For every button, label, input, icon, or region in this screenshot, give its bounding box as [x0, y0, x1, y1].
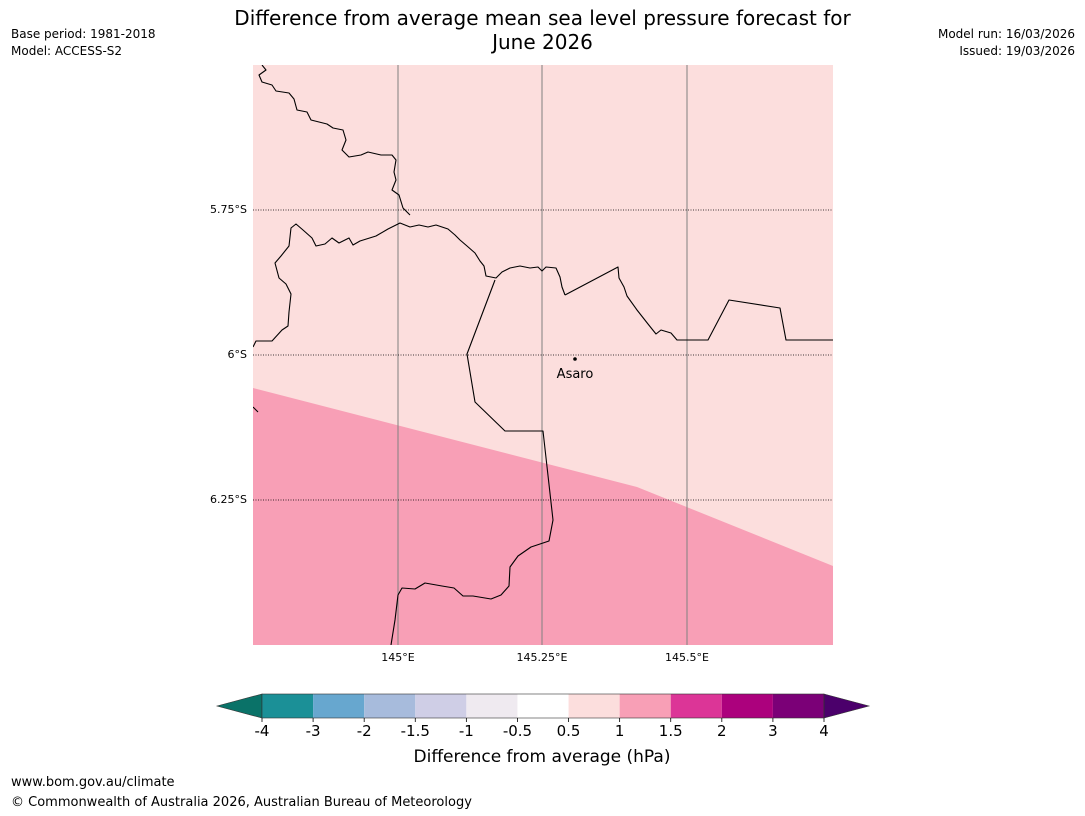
colorbar-tick-label: 1 — [615, 722, 625, 740]
lon-label-145e: 145°E — [381, 651, 414, 664]
colorbar-tick-label: -4 — [255, 722, 270, 740]
boundary-south — [390, 279, 554, 645]
lat-label-5-75s: 5.75°S — [210, 203, 247, 216]
lat-label-6s: 6°S — [228, 348, 247, 361]
colorbar-segment — [466, 694, 518, 718]
page-title: Difference from average mean sea level p… — [0, 6, 1085, 54]
boundary-west-fragment — [253, 406, 259, 413]
colorbar-tick-label: 3 — [768, 722, 778, 740]
colorbar-segment — [364, 694, 416, 718]
footer-copyright: © Commonwealth of Australia 2026, Austra… — [11, 795, 472, 810]
colorbar-tick-label: -0.5 — [503, 722, 532, 740]
colorbar-segment — [670, 694, 722, 718]
colorbar-extend-high — [823, 693, 871, 719]
colorbar-tick-label: 4 — [819, 722, 829, 740]
place-label-asaro: Asaro — [557, 367, 594, 382]
colorbar-outline — [261, 693, 825, 719]
colorbar-segment — [772, 694, 824, 718]
model-run-label: Model run: 16/03/2026 — [937, 27, 1075, 41]
footer-url[interactable]: www.bom.gov.au/climate — [11, 775, 175, 790]
colorbar-extend-low — [215, 693, 263, 719]
base-period-label: Base period: 1981-2018 — [11, 27, 156, 41]
colorbar-tick-label: -3 — [306, 722, 321, 740]
lon-label-145-5e: 145.5°E — [665, 651, 709, 664]
colorbar-segment — [619, 694, 671, 718]
colorbar-tick-label: -2 — [357, 722, 372, 740]
colorbar-tick-label: -1 — [459, 722, 474, 740]
model-label: Model: ACCESS-S2 — [11, 44, 123, 58]
colorbar-label: Difference from average (hPa) — [414, 747, 671, 767]
province-boundaries — [253, 65, 833, 645]
title-line-2: June 2026 — [492, 30, 593, 54]
colorbar-segment — [517, 694, 569, 718]
colorbar-segment — [721, 694, 773, 718]
colorbar-segment — [415, 694, 467, 718]
colorbar-segment — [262, 694, 314, 718]
boundary-north-west — [258, 65, 411, 216]
colorbar: -4 -3 -2 -1.5 -1 -0.5 0.5 1 1.5 2 3 4 — [215, 693, 871, 740]
boundary-central — [253, 222, 566, 348]
colorbar-tick-label: -1.5 — [401, 722, 430, 740]
colorbar-tick-label: 0.5 — [557, 722, 581, 740]
issued-label: Issued: 19/03/2026 — [959, 44, 1075, 58]
asaro-marker[interactable] — [573, 357, 577, 361]
map-panel[interactable] — [253, 65, 833, 645]
boundary-east — [564, 266, 833, 341]
lon-label-145-25e: 145.25°E — [517, 651, 568, 664]
colorbar-segment — [568, 694, 620, 718]
colorbar-segment — [313, 694, 365, 718]
colorbar-tick-label: 1.5 — [659, 722, 683, 740]
title-line-1: Difference from average mean sea level p… — [234, 6, 851, 30]
colorbar-tick-label: 2 — [717, 722, 727, 740]
lat-label-6-25s: 6.25°S — [210, 493, 247, 506]
